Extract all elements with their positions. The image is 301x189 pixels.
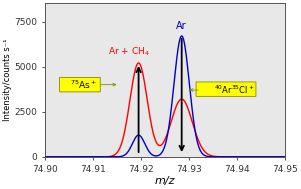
X-axis label: m/z: m/z: [155, 176, 175, 186]
Text: $^{40}$Ar$^{35}$Cl$^+$: $^{40}$Ar$^{35}$Cl$^+$: [214, 84, 255, 96]
Y-axis label: Intensity/counts s⁻¹: Intensity/counts s⁻¹: [4, 39, 12, 121]
FancyBboxPatch shape: [60, 77, 100, 92]
FancyArrowPatch shape: [101, 83, 116, 86]
FancyBboxPatch shape: [196, 82, 256, 96]
FancyArrowPatch shape: [190, 89, 198, 91]
Text: $^{75}$As$^+$: $^{75}$As$^+$: [70, 78, 97, 91]
Text: Ar + CH$_4$: Ar + CH$_4$: [108, 46, 150, 58]
Text: Ar: Ar: [176, 21, 187, 31]
